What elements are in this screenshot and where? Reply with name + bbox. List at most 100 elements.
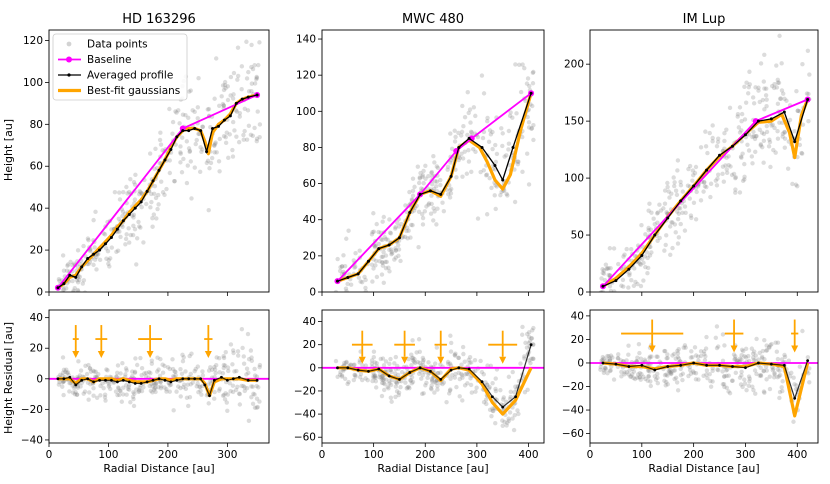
data-point xyxy=(740,178,746,184)
data-point xyxy=(242,128,247,134)
residual-point xyxy=(56,382,62,387)
residual-point xyxy=(479,369,485,375)
residual-point xyxy=(771,366,776,371)
data-point xyxy=(525,151,530,156)
data-point xyxy=(429,169,435,175)
y-tick-label: 20 xyxy=(303,250,316,262)
data-point xyxy=(141,240,146,245)
data-point xyxy=(716,136,721,141)
residual-point xyxy=(158,379,164,384)
data-point xyxy=(234,109,239,114)
residual-point xyxy=(222,363,228,368)
residual-point xyxy=(241,361,247,366)
data-point xyxy=(750,134,755,140)
averaged-point xyxy=(493,164,497,168)
residual-axes-frame xyxy=(48,309,270,444)
data-point xyxy=(678,183,684,188)
residual-point xyxy=(76,359,81,364)
data-point xyxy=(646,265,651,271)
residual-point xyxy=(214,363,219,368)
residual-point xyxy=(720,332,726,337)
data-point xyxy=(747,69,752,74)
residual-point xyxy=(213,370,218,376)
residual-point xyxy=(88,369,94,374)
data-point xyxy=(235,45,241,50)
data-point xyxy=(77,274,83,280)
data-point xyxy=(771,147,776,153)
residual-point xyxy=(753,358,758,363)
averaged-point xyxy=(467,136,471,140)
residual-axes-frame xyxy=(321,309,545,444)
data-point xyxy=(445,164,451,170)
residual-point xyxy=(237,402,243,407)
data-point xyxy=(807,72,812,77)
data-point xyxy=(395,220,400,226)
data-point xyxy=(664,233,669,238)
residual-lines xyxy=(49,375,269,398)
residual-point xyxy=(506,374,512,380)
data-point xyxy=(780,134,785,139)
data-point xyxy=(641,278,646,283)
residual-point xyxy=(429,383,434,388)
residual-point xyxy=(764,348,770,353)
residual-point xyxy=(394,389,400,394)
data-point xyxy=(250,66,256,72)
residual-point xyxy=(639,371,644,377)
residual-point xyxy=(237,391,242,397)
data-point xyxy=(73,294,77,298)
data-point xyxy=(341,253,346,258)
residual-point xyxy=(468,382,474,388)
residual-point xyxy=(678,372,684,378)
data-point xyxy=(657,202,662,207)
residual-point xyxy=(225,365,231,370)
residual-point xyxy=(693,377,699,382)
data-point xyxy=(393,255,399,260)
data-point xyxy=(239,87,244,92)
data-point xyxy=(363,289,368,292)
data-point xyxy=(531,69,536,75)
residual-point xyxy=(137,389,142,394)
residual-point xyxy=(522,354,527,359)
data-point xyxy=(433,179,438,184)
residual-point xyxy=(452,353,458,358)
data-point xyxy=(380,219,385,224)
residual-point xyxy=(782,352,787,358)
residual-point xyxy=(380,374,385,379)
residual-point xyxy=(704,334,709,340)
residual-point xyxy=(372,360,378,365)
residual-point xyxy=(421,357,426,363)
data-point xyxy=(393,246,398,251)
residual-point xyxy=(789,370,794,376)
data-point xyxy=(611,246,617,251)
residual-point xyxy=(464,371,470,376)
residual-point xyxy=(608,353,614,358)
panel-title: IM Lup xyxy=(683,12,726,27)
residual-point xyxy=(193,366,198,372)
residual-point xyxy=(257,362,263,368)
residual-point xyxy=(716,344,721,349)
data-point xyxy=(530,70,536,75)
averaged-point xyxy=(139,200,143,204)
residual-point xyxy=(228,342,234,347)
gap-marker xyxy=(204,325,213,359)
residual-point xyxy=(176,384,181,389)
residual-point-avg xyxy=(429,369,432,373)
data-point xyxy=(204,160,210,166)
residual-point xyxy=(772,372,777,377)
data-point xyxy=(136,219,141,225)
gap-arrow-icon xyxy=(648,345,656,353)
residual-point xyxy=(757,350,762,356)
data-point xyxy=(152,166,157,172)
residual-point xyxy=(357,360,362,365)
residual-point xyxy=(687,364,692,370)
residual-point xyxy=(358,371,364,377)
data-point xyxy=(457,155,463,160)
data-point xyxy=(109,227,114,232)
y-tick-label: −60 xyxy=(562,428,584,440)
y-tick-label: −40 xyxy=(294,409,316,421)
residual-point xyxy=(98,393,103,398)
data-point xyxy=(116,216,122,221)
data-point xyxy=(200,124,205,129)
data-point xyxy=(460,103,465,109)
height-scatter xyxy=(598,33,812,292)
